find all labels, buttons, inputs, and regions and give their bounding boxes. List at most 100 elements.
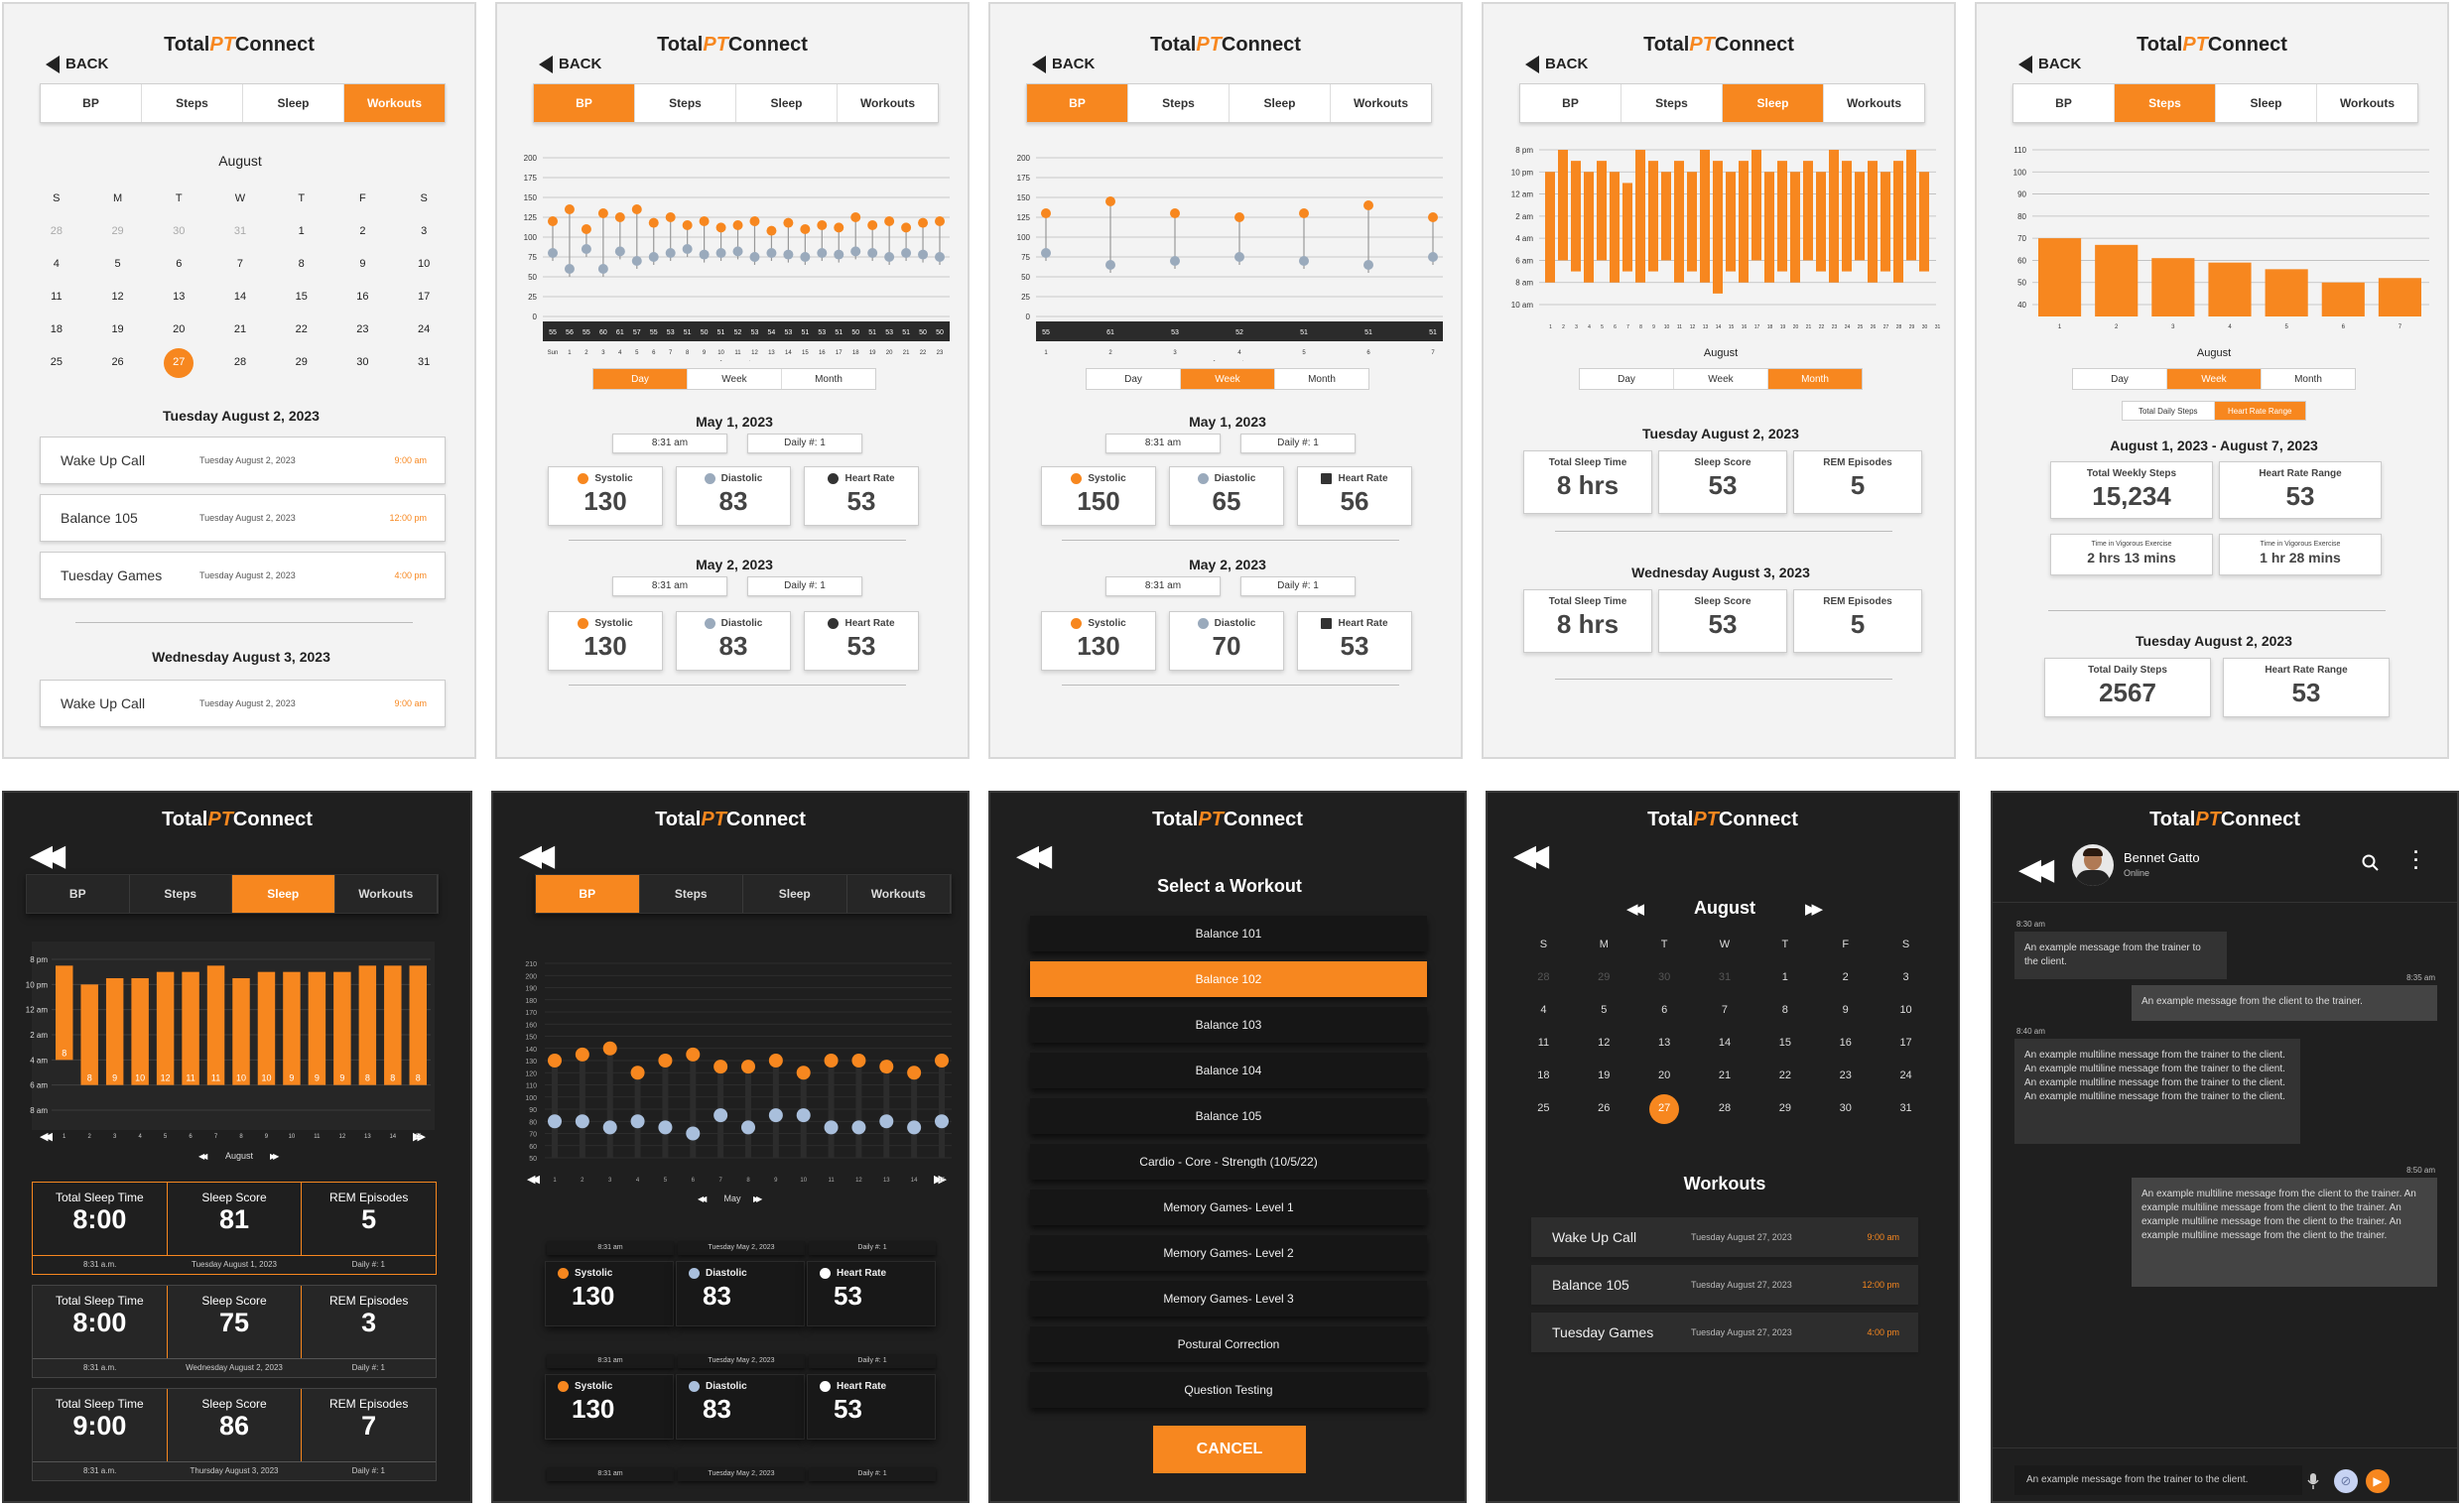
sleep-summary-row[interactable]: Total Sleep Time 9:00 Sleep Score 86 REM Epi… <box>32 1388 437 1481</box>
calendar-day[interactable]: 31 <box>233 225 247 237</box>
event-row[interactable]: Wake Up Call Tuesday August 2, 2023 9:00 a… <box>40 437 446 484</box>
tab-workouts[interactable]: Workouts <box>1846 96 1902 110</box>
tab-bp[interactable]: BP <box>2013 84 2115 122</box>
calendar-day[interactable]: 22 <box>295 323 308 335</box>
calendar-day[interactable]: 30 <box>1658 971 1671 983</box>
calendar-day[interactable]: 8 <box>298 258 305 270</box>
workout-item[interactable]: Cardio - Core - Strength (10/5/22) <box>1030 1144 1427 1180</box>
tab-steps[interactable]: Steps <box>2115 84 2216 122</box>
calendar-day[interactable]: 23 <box>1839 1069 1852 1081</box>
attachment-icon[interactable]: ⊘ <box>2334 1469 2358 1493</box>
calendar-day[interactable]: 29 <box>111 225 124 237</box>
calendar-day[interactable]: 27 <box>148 346 209 379</box>
search-icon[interactable] <box>2362 854 2380 872</box>
message-input[interactable]: An example message from the trainer to t… <box>2014 1465 2302 1495</box>
tab-sleep[interactable]: Sleep <box>1230 84 1331 122</box>
sent-message[interactable]: An example multiline message from the cl… <box>2132 1178 2437 1287</box>
calendar-day[interactable]: 7 <box>1721 1004 1729 1016</box>
tab-workouts[interactable]: Workouts <box>859 96 916 110</box>
tab-steps[interactable]: Steps <box>142 84 243 122</box>
range-month[interactable]: Month <box>1308 373 1336 385</box>
back-button[interactable]: BACK <box>1525 56 1588 73</box>
calendar-day[interactable]: 18 <box>1537 1069 1550 1081</box>
calendar-day[interactable]: 28 <box>50 225 63 237</box>
calendar-day[interactable]: 30 <box>1839 1102 1852 1114</box>
calendar-day[interactable]: 12 <box>1598 1037 1611 1049</box>
workout-item[interactable]: Balance 101 <box>1030 916 1427 951</box>
sleep-summary-row[interactable]: Total Sleep Time 8:00 Sleep Score 75 REM Epi… <box>32 1285 437 1378</box>
calendar-day[interactable]: 29 <box>1778 1102 1791 1114</box>
tab-bp[interactable]: BP <box>536 875 640 913</box>
calendar-day[interactable]: 6 <box>176 258 183 270</box>
calendar-day[interactable]: 10 <box>418 258 431 270</box>
tab-sleep[interactable]: Sleep <box>2216 84 2317 122</box>
tab-steps[interactable]: Steps <box>1621 84 1723 122</box>
calendar-day[interactable]: 2 <box>359 225 366 237</box>
calendar-day[interactable]: 15 <box>295 291 308 303</box>
calendar-day[interactable]: 13 <box>1658 1037 1671 1049</box>
tab-bp[interactable]: BP <box>1520 84 1621 122</box>
workout-item[interactable]: Memory Games- Level 2 <box>1030 1235 1427 1271</box>
calendar-day[interactable]: 29 <box>1598 971 1611 983</box>
avatar[interactable] <box>2072 844 2114 886</box>
sleep-summary-row[interactable]: Total Sleep Time 8:00 Sleep Score 81 REM Epi… <box>32 1182 437 1275</box>
calendar-day[interactable]: 4 <box>53 258 60 270</box>
event-row[interactable]: Tuesday Games Tuesday August 27, 2023 4:00… <box>1531 1313 1918 1352</box>
calendar-day[interactable]: 26 <box>1598 1102 1611 1114</box>
event-row[interactable]: Tuesday Games Tuesday August 2, 2023 4:00 … <box>40 552 446 599</box>
back-button[interactable]: BACK <box>46 56 108 73</box>
calendar-day[interactable]: 3 <box>1902 971 1909 983</box>
tab-workouts[interactable]: Workouts <box>335 875 438 913</box>
calendar-day[interactable]: 18 <box>50 323 63 335</box>
calendar-day[interactable]: 31 <box>418 356 431 368</box>
calendar-day[interactable]: 17 <box>1899 1037 1912 1049</box>
send-button[interactable]: ▶ <box>2366 1469 2390 1493</box>
calendar-day[interactable]: 11 <box>51 291 63 303</box>
calendar-day[interactable]: 27 <box>1634 1092 1695 1125</box>
tab-bp[interactable]: BP <box>534 84 635 122</box>
calendar-day[interactable]: 24 <box>1899 1069 1912 1081</box>
calendar-day[interactable]: 20 <box>173 323 186 335</box>
calendar-day[interactable]: 21 <box>233 323 247 335</box>
toggle-heart-rate[interactable]: Heart Rate Range <box>2214 402 2305 420</box>
calendar-day[interactable]: 22 <box>1778 1069 1791 1081</box>
more-options-icon[interactable]: · · · <box>2413 842 2419 878</box>
range-day[interactable]: Day <box>1087 369 1181 389</box>
calendar-day[interactable]: 29 <box>295 356 308 368</box>
back-icon[interactable]: ◀◀ <box>2018 853 2054 886</box>
back-button[interactable]: BACK <box>1032 56 1095 73</box>
calendar-day[interactable]: 4 <box>1540 1004 1547 1016</box>
workout-item[interactable]: Balance 104 <box>1030 1053 1427 1088</box>
range-month[interactable]: Month <box>815 373 843 385</box>
tab-workouts[interactable]: Workouts <box>847 875 951 913</box>
calendar-day[interactable]: 23 <box>356 323 369 335</box>
workout-item[interactable]: Balance 102 <box>1030 961 1427 997</box>
calendar-day[interactable]: 12 <box>111 291 124 303</box>
toggle-daily-steps[interactable]: Total Daily Steps <box>2123 402 2215 420</box>
workout-item[interactable]: Postural Correction <box>1030 1326 1427 1362</box>
workout-item[interactable]: Memory Games- Level 1 <box>1030 1190 1427 1225</box>
event-row[interactable]: Wake Up Call Tuesday August 27, 2023 9:00 … <box>1531 1217 1918 1257</box>
range-week[interactable]: Week <box>1674 369 1768 389</box>
event-row[interactable]: Balance 105 Tuesday August 2, 2023 12:00 p… <box>40 494 446 542</box>
received-message[interactable]: An example multiline message from the tr… <box>2014 1039 2300 1144</box>
calendar-day[interactable]: 30 <box>356 356 369 368</box>
calendar-day[interactable]: 16 <box>1839 1037 1852 1049</box>
calendar-day[interactable]: 1 <box>298 225 305 237</box>
event-row[interactable]: Balance 105 Tuesday August 27, 2023 12:00 … <box>1531 1265 1918 1305</box>
tab-sleep[interactable]: Sleep <box>736 84 838 122</box>
calendar-day[interactable]: 25 <box>1537 1102 1550 1114</box>
workout-item[interactable]: Memory Games- Level 3 <box>1030 1281 1427 1317</box>
calendar-day[interactable]: 17 <box>418 291 431 303</box>
event-row[interactable]: Wake Up Call Tuesday August 2, 2023 9:00 a… <box>40 680 446 727</box>
calendar-day[interactable]: 26 <box>111 356 124 368</box>
tab-steps[interactable]: Steps <box>635 84 736 122</box>
calendar-day[interactable]: 13 <box>173 291 186 303</box>
back-icon[interactable]: ◀◀ <box>1016 839 1052 872</box>
calendar-day[interactable]: 5 <box>1601 1004 1608 1016</box>
microphone-icon[interactable] <box>2307 1473 2319 1489</box>
tab-bp[interactable]: BP <box>27 875 130 913</box>
tab-workouts[interactable]: Workouts <box>2339 96 2396 110</box>
sent-message[interactable]: An example message from the client to th… <box>2132 985 2437 1021</box>
tab-steps[interactable]: Steps <box>1128 84 1230 122</box>
